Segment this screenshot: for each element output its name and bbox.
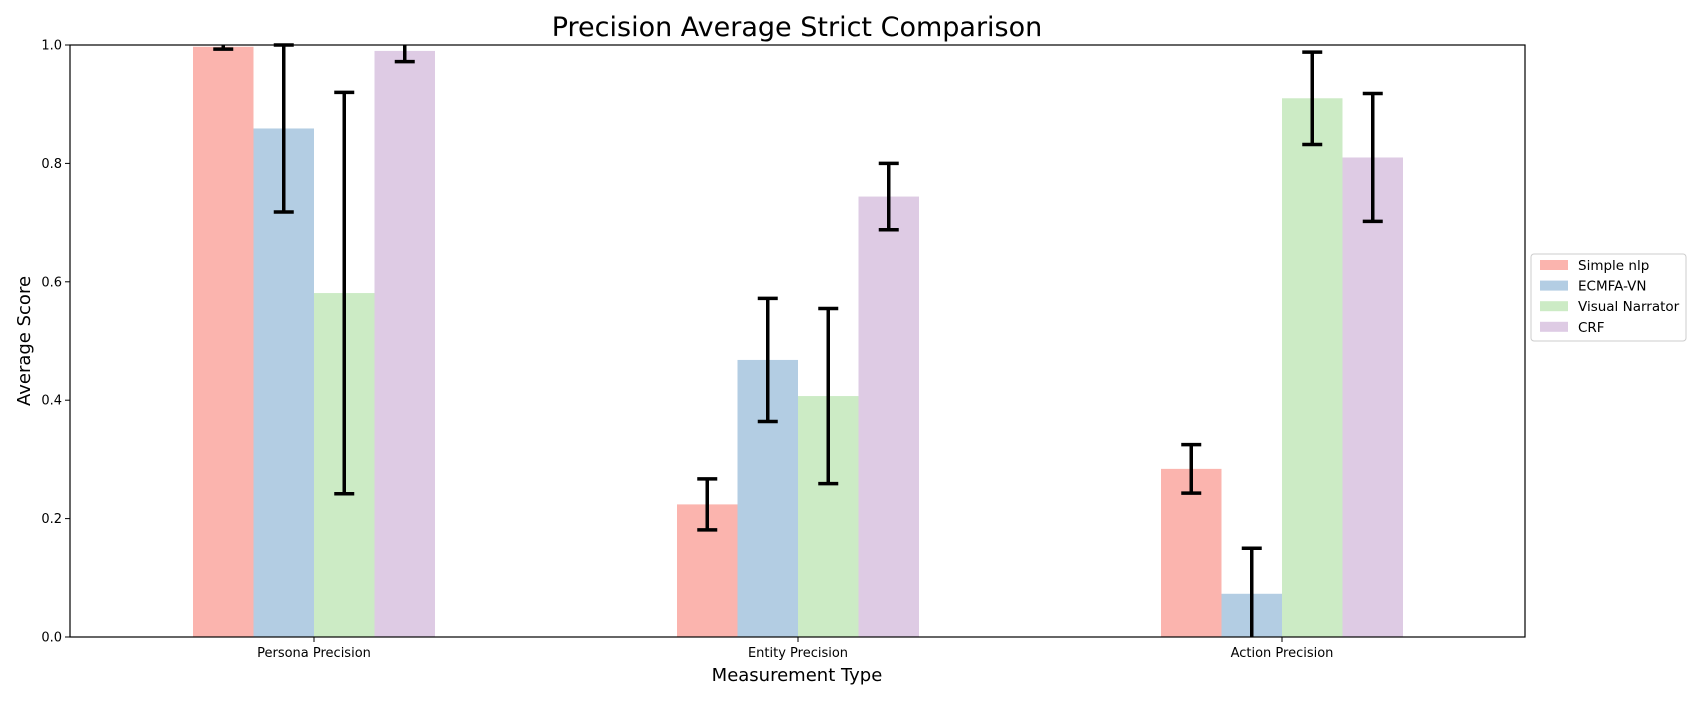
error-bar-visual-narrator-1 xyxy=(818,306,839,486)
error-bar-simple-nlp-2 xyxy=(1181,442,1202,495)
legend: Simple nlp ECMFA-VN Visual Narrator CRF xyxy=(1530,253,1687,342)
legend-label: ECMFA-VN xyxy=(1578,279,1646,295)
error-bar-visual-narrator-2 xyxy=(1302,50,1323,147)
bar-simple-nlp-persona-precision xyxy=(193,46,254,637)
legend-label: CRF xyxy=(1578,320,1605,336)
error-bars-layer xyxy=(213,43,1383,637)
x-tick-label: Persona Precision xyxy=(257,646,371,661)
y-tick-label: 0.6 xyxy=(41,275,62,290)
legend-swatch xyxy=(1540,280,1568,291)
bar-crf-persona-precision xyxy=(374,50,435,638)
error-bar-simple-nlp-0 xyxy=(213,45,234,51)
chart-title: Precision Average Strict Comparison xyxy=(552,12,1043,43)
error-bar-crf-0 xyxy=(394,45,415,64)
x-axis-label: Measurement Type xyxy=(712,665,883,686)
error-bar-ecmfa-vn-1 xyxy=(757,296,778,424)
bars-layer xyxy=(193,46,1403,638)
y-tick-label: 0.0 xyxy=(41,631,62,646)
error-bar-simple-nlp-1 xyxy=(697,477,718,532)
legend-label: Simple nlp xyxy=(1578,258,1649,274)
legend-swatch xyxy=(1540,301,1568,312)
x-axis: Persona Precision Entity Precision Action … xyxy=(257,637,1333,661)
legend-box xyxy=(1530,253,1687,342)
y-tick-label: 0.2 xyxy=(41,512,62,527)
y-axis-label: Average Score xyxy=(14,276,35,406)
error-bar-crf-2 xyxy=(1362,91,1383,224)
legend-label: Visual Narrator xyxy=(1578,299,1680,315)
legend-swatch xyxy=(1540,321,1568,332)
error-bar-crf-1 xyxy=(878,161,899,232)
error-bar-ecmfa-vn-2 xyxy=(1241,546,1262,637)
bar-simple-nlp-action-precision xyxy=(1161,468,1222,637)
y-tick-label: 0.8 xyxy=(41,157,62,172)
y-tick-label: 0.4 xyxy=(41,394,62,409)
y-tick-label: 1.0 xyxy=(41,39,62,54)
x-tick-label: Action Precision xyxy=(1231,646,1334,661)
y-axis: 0.0 0.2 0.4 0.6 0.8 1.0 xyxy=(41,39,70,646)
x-tick-label: Entity Precision xyxy=(748,646,848,661)
legend-swatch xyxy=(1540,260,1568,270)
error-bar-visual-narrator-0 xyxy=(334,90,355,496)
bar-crf-entity-precision xyxy=(858,196,919,637)
bar-crf-action-precision xyxy=(1342,157,1403,638)
bar-visual-narrator-action-precision xyxy=(1282,98,1343,637)
